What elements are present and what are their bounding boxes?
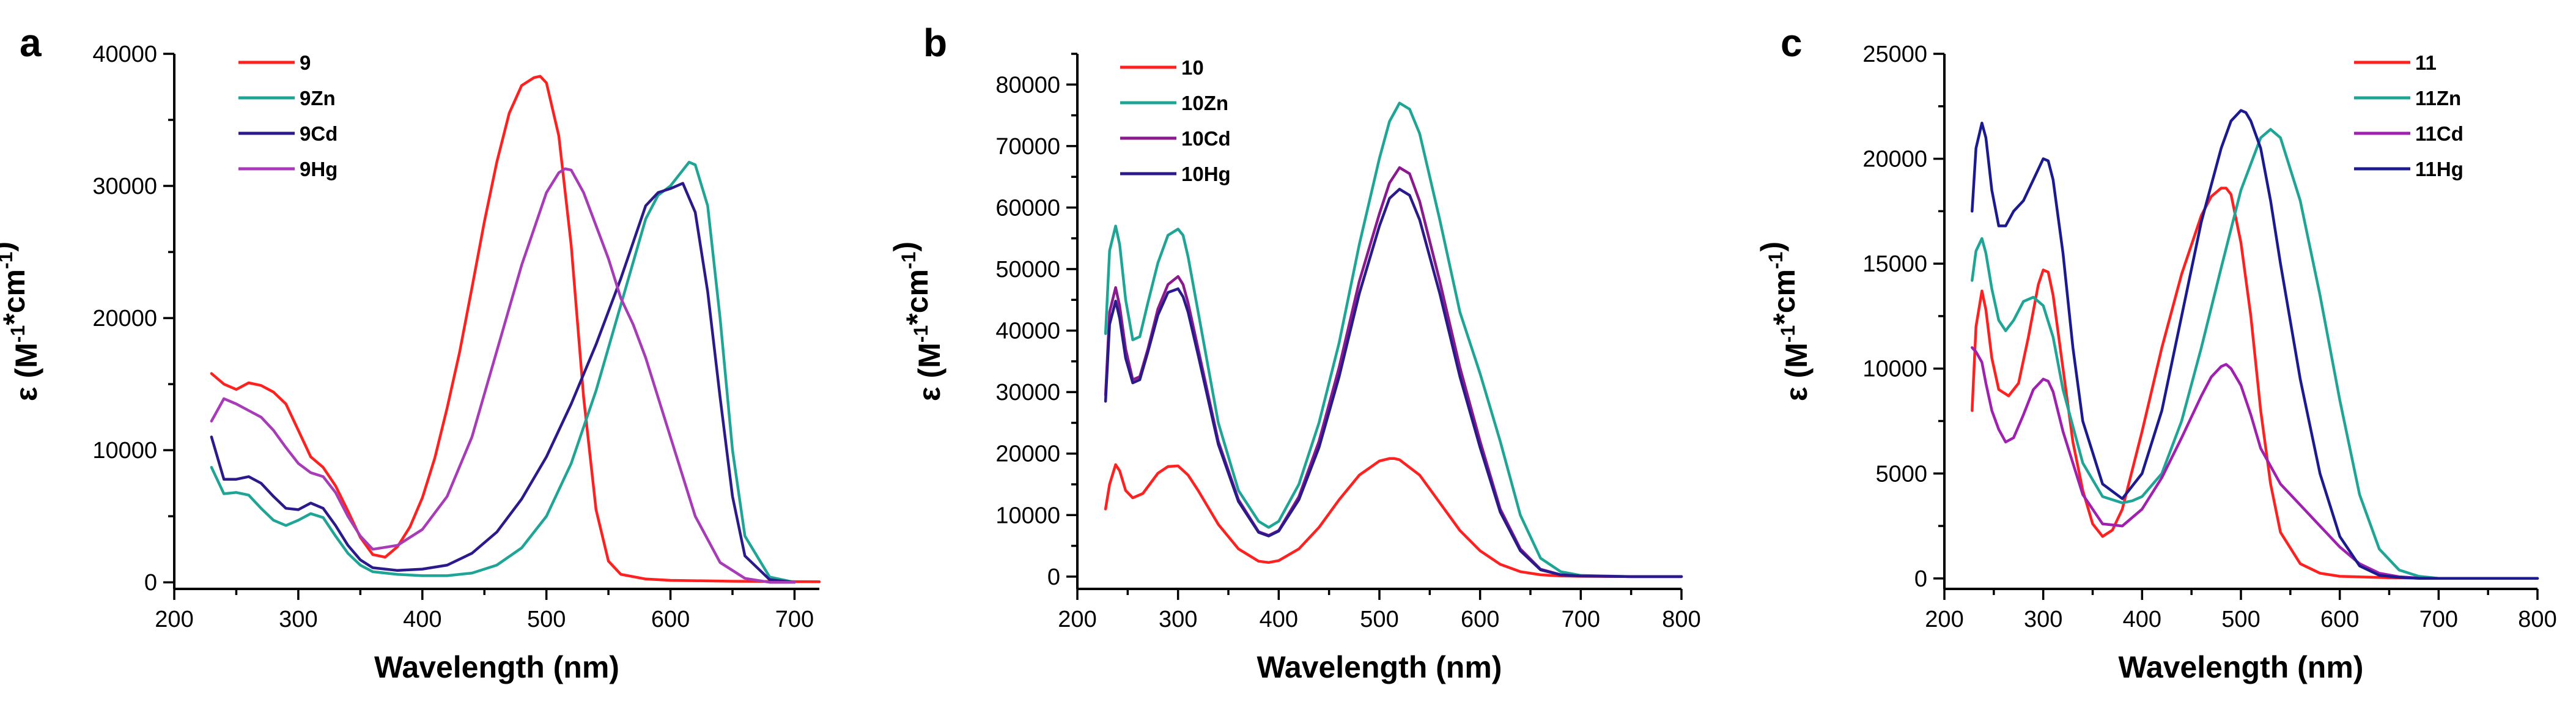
x-tick-label: 400 — [2123, 607, 2161, 632]
y-tick-label: 40000 — [995, 319, 1060, 344]
legend-label-10: 10 — [1181, 56, 1204, 79]
y-tick-label: 30000 — [995, 380, 1060, 405]
series-line-10 — [1104, 457, 1683, 579]
y-tick-label: 5000 — [1875, 461, 1927, 487]
y-axis-title: ε (M-1*cm-1) — [888, 242, 947, 401]
legend-label-9Cd: 9Cd — [300, 122, 338, 145]
series-line-11 — [1971, 187, 2539, 580]
y-tick-label: 10000 — [92, 438, 157, 464]
legend-label-9: 9 — [300, 51, 311, 74]
series-line-9Zn — [210, 160, 796, 584]
legend-label-10Hg: 10Hg — [1181, 163, 1231, 185]
x-tick-label: 800 — [2518, 607, 2556, 632]
x-tick-label: 300 — [2024, 607, 2062, 632]
x-tick-label: 600 — [651, 607, 690, 632]
x-tick-label: 600 — [1461, 607, 1499, 632]
panel-letter: a — [20, 21, 42, 65]
y-tick-label: 20000 — [92, 306, 157, 331]
x-tick-label: 400 — [1260, 607, 1298, 632]
y-tick-label: 0 — [144, 570, 157, 596]
x-tick-label: 300 — [1159, 607, 1197, 632]
x-tick-label: 500 — [2221, 607, 2260, 632]
panel-b: b 200 300 400 500 600 700 800 0 10000 20000 30000 40… — [888, 21, 1701, 684]
y-tick-label: 0 — [1047, 564, 1060, 590]
legend: 10 10Zn 10Cd 10Hg — [1120, 56, 1231, 185]
series-line-11Hg — [1971, 109, 2539, 580]
legend-label-11Hg: 11Hg — [2415, 158, 2463, 180]
y-axis-title: ε (M-1*cm-1) — [1755, 242, 1814, 401]
y-tick-label: 10000 — [1862, 357, 1927, 382]
y-tick-label: 15000 — [1862, 251, 1927, 277]
legend: 9 9Zn 9Cd 9Hg — [238, 51, 338, 180]
y-tick-label: 0 — [1914, 566, 1927, 592]
series-line-11Cd — [1971, 346, 2539, 580]
legend-label-11: 11 — [2415, 51, 2437, 74]
x-tick-label: 700 — [775, 607, 814, 632]
y-tick-label: 10000 — [995, 503, 1060, 528]
series-line-11Zn — [1971, 128, 2539, 580]
x-tick-label: 700 — [1562, 607, 1600, 632]
series-line-10Zn — [1104, 102, 1683, 579]
x-axis-title: Wavelength (nm) — [2119, 650, 2364, 684]
panel-c: c 200 300 400 500 600 700 800 0 5000 10000 15000 200… — [1755, 21, 2557, 684]
y-tick-label: 60000 — [995, 195, 1060, 221]
legend-label-9Hg: 9Hg — [300, 158, 338, 180]
y-tick-label: 20000 — [1862, 147, 1927, 172]
legend-label-9Zn: 9Zn — [300, 87, 336, 109]
series-line-10Cd — [1104, 166, 1683, 579]
series-line-9 — [210, 75, 821, 583]
series-line-10Hg — [1104, 188, 1683, 579]
legend-label-11Cd: 11Cd — [2415, 122, 2463, 145]
x-tick-label: 800 — [1662, 607, 1700, 632]
legend: 11 11Zn 11Cd 11Hg — [2354, 51, 2463, 180]
panel-a: a 200 300 400 500 600 700 0 10000 20000 30000 40000… — [0, 21, 821, 684]
y-tick-label: 50000 — [995, 257, 1060, 283]
y-tick-label: 70000 — [995, 134, 1060, 160]
legend-label-10Cd: 10Cd — [1181, 127, 1231, 150]
x-tick-label: 300 — [279, 607, 317, 632]
series-line-9Hg — [210, 167, 796, 584]
x-tick-label: 700 — [2419, 607, 2458, 632]
x-tick-label: 200 — [1058, 607, 1096, 632]
panel-letter: b — [923, 21, 947, 65]
x-tick-label: 600 — [2320, 607, 2359, 632]
legend-label-10Zn: 10Zn — [1181, 92, 1228, 114]
y-tick-label: 20000 — [995, 442, 1060, 467]
x-tick-label: 400 — [403, 607, 441, 632]
panel-letter: c — [1781, 21, 1803, 65]
series-line-9Cd — [210, 182, 796, 584]
y-tick-label: 30000 — [92, 174, 157, 199]
x-tick-label: 200 — [1925, 607, 1963, 632]
x-tick-label: 200 — [155, 607, 193, 632]
y-axis-title: ε (M-1*cm-1) — [0, 242, 43, 401]
x-tick-label: 500 — [1360, 607, 1398, 632]
y-tick-label: 80000 — [995, 72, 1060, 98]
x-tick-label: 500 — [527, 607, 566, 632]
x-axis-title: Wavelength (nm) — [374, 650, 619, 684]
legend-label-11Zn: 11Zn — [2415, 87, 2461, 109]
y-tick-label: 25000 — [1862, 42, 1927, 67]
x-axis-title: Wavelength (nm) — [1257, 650, 1502, 684]
y-tick-label: 40000 — [92, 42, 157, 67]
